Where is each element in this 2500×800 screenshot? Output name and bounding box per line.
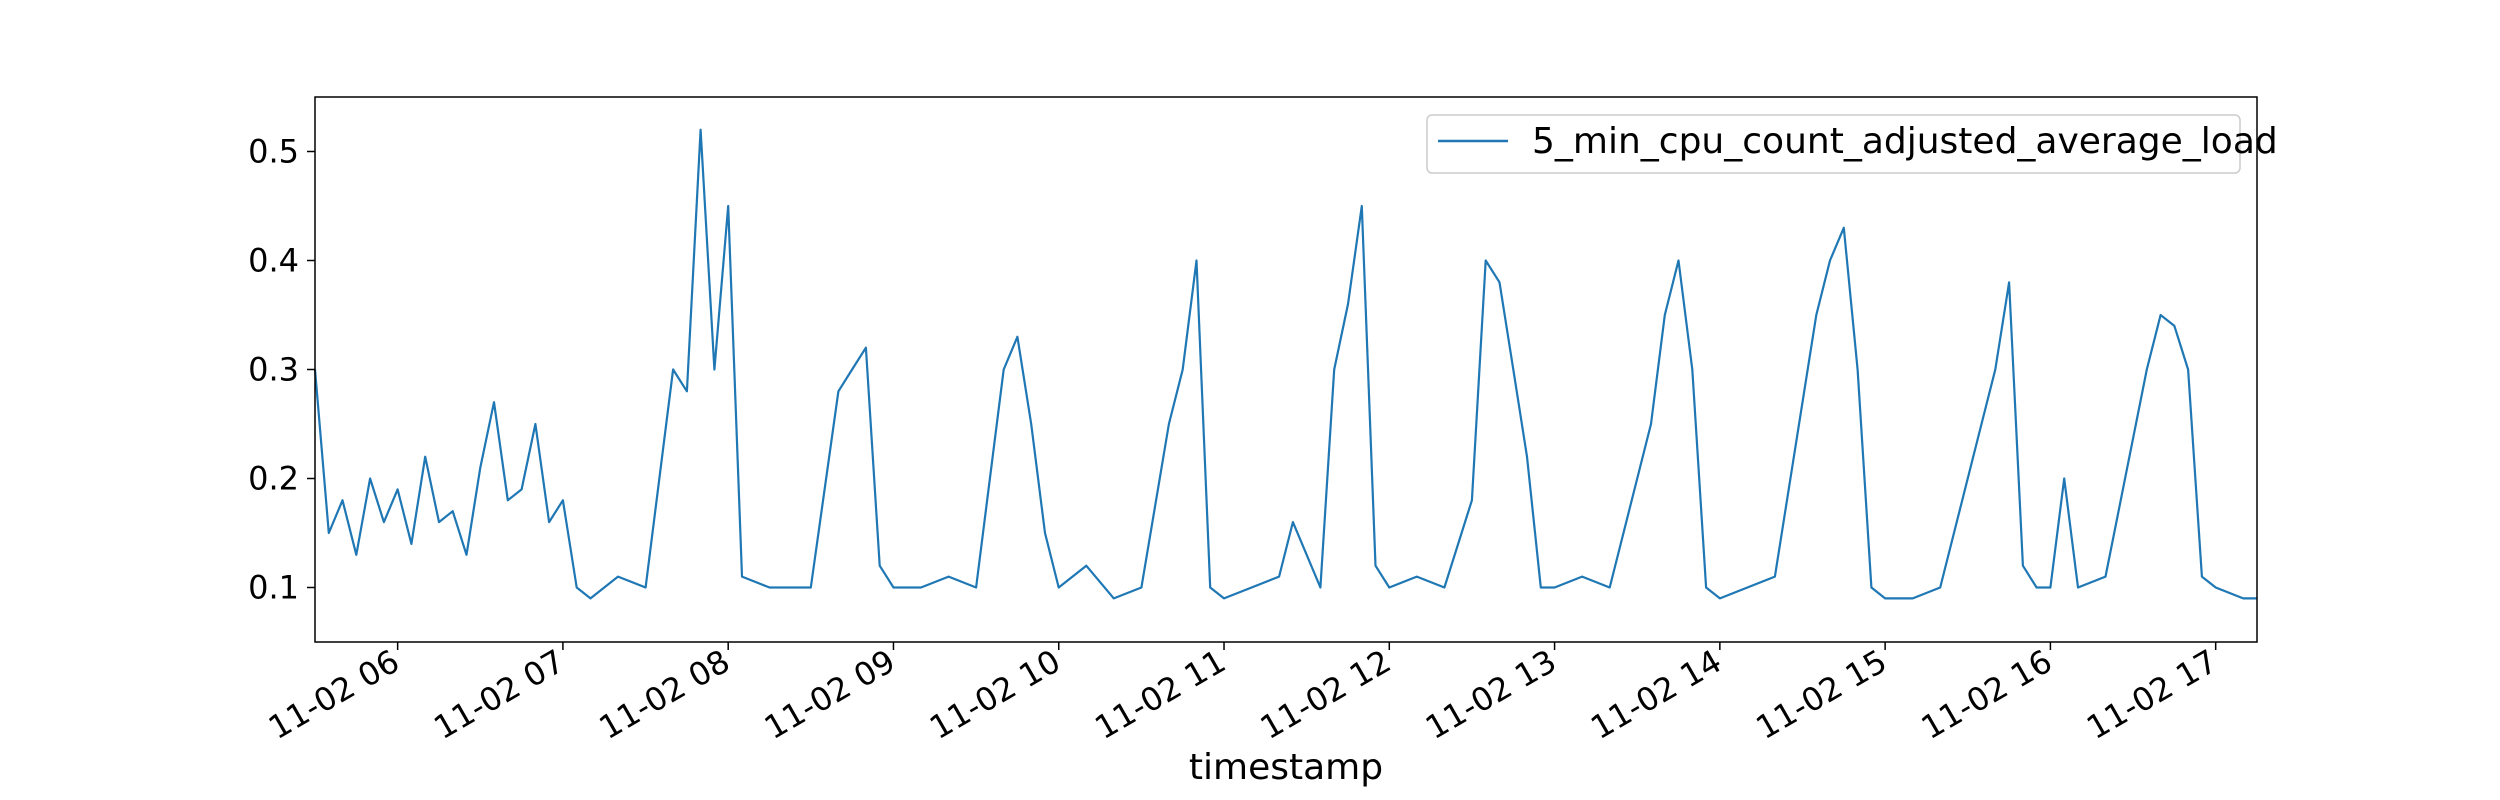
y-tick-label: 0.3 [248,351,299,389]
x-tick-label: 11-02 12 [1254,642,1398,747]
plot-frame [314,96,2258,643]
y-axis-ticks: 0.1 0.2 0.3 0.4 0.5 [248,133,315,607]
x-tick-label: 11-02 16 [1915,642,2059,747]
y-tick-label: 0.1 [248,569,299,607]
x-tick-label: 11-02 08 [593,642,737,747]
legend-entry-label: 5_min_cpu_count_adjusted_average_load [1532,121,2278,162]
x-tick-label: 11-02 09 [758,642,902,747]
legend-box [1426,114,2241,174]
x-axis-ticks: 11-02 06 11-02 07 11-02 08 11-02 09 11-02 10… [262,642,2224,747]
plot-area [313,128,2257,600]
legend: 5_min_cpu_count_adjusted_average_load [1426,114,2278,174]
y-tick-label: 0.4 [248,242,299,280]
x-tick-label: 11-02 10 [923,642,1067,747]
x-tick-label: 11-02 13 [1419,642,1563,747]
x-axis-label: timestamp [1189,747,1383,788]
x-tick-label: 11-02 17 [2080,642,2224,747]
x-tick-label: 11-02 14 [1584,642,1728,747]
x-tick-label: 11-02 11 [1088,642,1232,747]
y-tick-label: 0.5 [248,133,299,171]
x-tick-label: 11-02 06 [262,642,406,747]
x-tick-label: 11-02 15 [1750,642,1894,747]
series-line-0 [313,128,2257,600]
y-tick-label: 0.2 [248,460,299,498]
x-tick-label: 11-02 07 [427,642,571,747]
